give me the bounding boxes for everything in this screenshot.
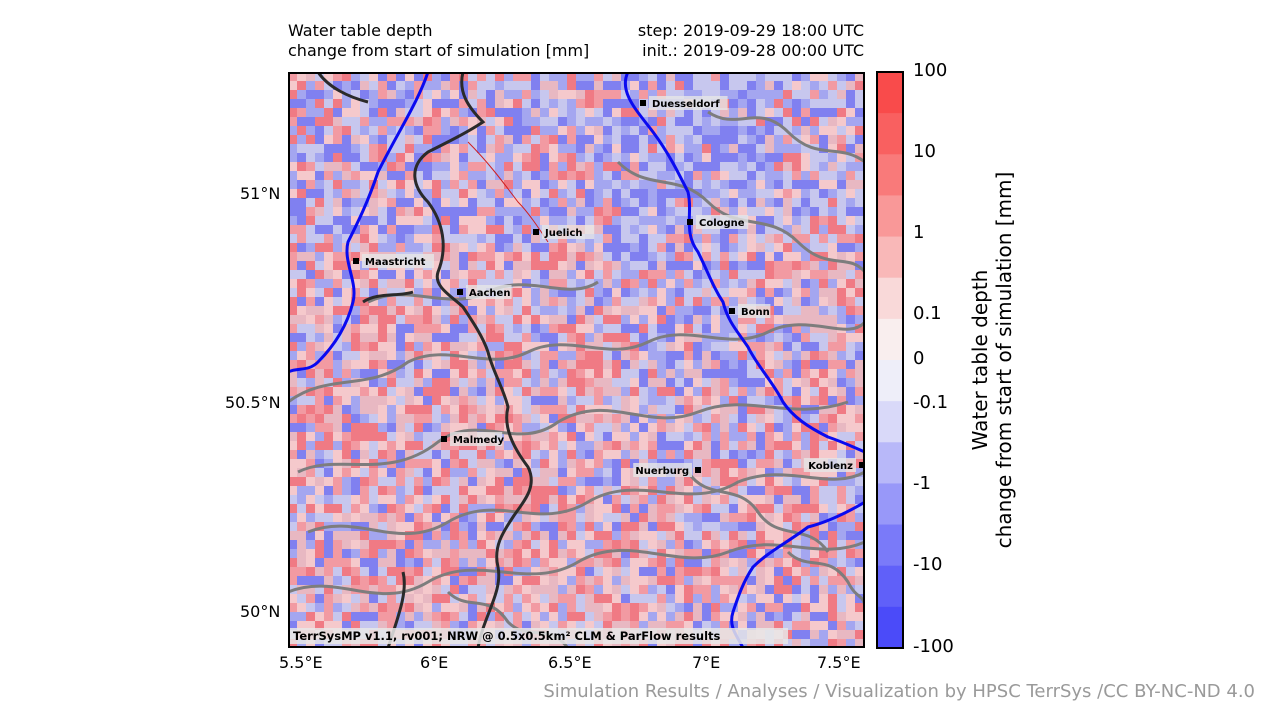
city-aachen: Aachen: [457, 285, 512, 299]
city-nuerburg: Nuerburg: [633, 463, 701, 477]
city-malmedy: Malmedy: [441, 432, 504, 446]
lon-tick-6: 6°E: [420, 653, 449, 672]
colorbar-block: [877, 360, 903, 402]
city-marker: [695, 467, 701, 473]
lon-tick-7-5: 7.5°E: [817, 653, 861, 672]
city-juelich: Juelich: [533, 225, 595, 239]
lon-tick-5-5: 5.5°E: [279, 653, 323, 672]
city-label: Cologne: [699, 218, 745, 229]
city-label: Aachen: [469, 288, 510, 299]
city-markers: Duesseldorf Cologne Juelich Maastricht Aache…: [353, 96, 865, 477]
map-frame: [288, 72, 865, 648]
map-title: Water table depth change from start of s…: [288, 21, 589, 61]
cb-label-neg-10: -10: [913, 554, 943, 575]
credit-background: [290, 628, 788, 644]
city-marker: [640, 100, 646, 106]
city-marker: [859, 462, 865, 468]
city-bonn: Bonn: [729, 304, 771, 318]
city-marker: [457, 289, 463, 295]
cb-label-neg-100: -100: [913, 636, 954, 657]
step-time: step: 2019-09-29 18:00 UTC: [637, 21, 864, 40]
lat-tick-50-5: 50.5°N: [225, 393, 281, 412]
water-table-map: Duesseldorf Cologne Juelich Maastricht Aache…: [288, 72, 865, 648]
city-label: Juelich: [544, 228, 583, 239]
lon-tick-7: 7°E: [692, 653, 721, 672]
colorbar-block: [877, 483, 903, 526]
cb-axis-line-2: change from start of simulation [mm]: [992, 171, 1016, 549]
city-marker: [533, 229, 539, 235]
rivers: [288, 72, 865, 648]
colorbar-block: [877, 236, 903, 279]
lat-tick-51: 51°N: [240, 184, 281, 203]
colorbar-block: [877, 401, 903, 443]
colorbar-frame: [876, 71, 904, 649]
colorbar: [876, 71, 904, 649]
colorbar-block: [877, 565, 903, 608]
admin-line: [467, 141, 549, 243]
colorbar-block: [877, 154, 903, 196]
city-marker: [687, 219, 693, 225]
lon-tick-6-5: 6.5°E: [548, 653, 592, 672]
terrain-contours: [288, 110, 865, 648]
city-koblenz: Koblenz: [803, 458, 865, 472]
city-marker: [729, 308, 735, 314]
city-marker: [441, 436, 447, 442]
cb-label-10: 10: [913, 141, 936, 162]
lat-tick-50: 50°N: [240, 602, 281, 621]
colorbar-block: [877, 72, 903, 114]
footer-credit: Simulation Results / Analyses / Visualiz…: [543, 681, 1255, 702]
city-label: Nuerburg: [635, 466, 689, 477]
colorbar-block: [877, 524, 903, 567]
city-duesseldorf: Duesseldorf: [640, 96, 728, 110]
city-label: Maastricht: [365, 257, 426, 268]
city-label: Malmedy: [453, 435, 504, 446]
title-line-1: Water table depth: [288, 21, 433, 40]
title-line-2: change from start of simulation [mm]: [288, 41, 590, 60]
city-label: Duesseldorf: [652, 99, 720, 110]
cb-label-0: 0: [913, 348, 925, 369]
colorbar-block: [877, 606, 903, 649]
cb-label-0-1: 0.1: [913, 303, 942, 324]
colorbar-block: [877, 442, 903, 484]
colorbar-block: [877, 113, 903, 155]
cb-axis-line-1: Water table depth: [968, 269, 992, 451]
city-marker: [353, 258, 359, 264]
model-credit: TerrSysMP v1.1, rv001; NRW @ 0.5x0.5km² …: [293, 629, 721, 643]
city-cologne: Cologne: [687, 215, 749, 229]
colorbar-axis-label: Water table depth change from start of s…: [968, 150, 1016, 570]
cb-label-neg-0-1: -0.1: [913, 392, 949, 413]
city-maastricht: Maastricht: [353, 254, 434, 268]
cb-label-100: 100: [913, 60, 948, 81]
cb-label-1: 1: [913, 222, 925, 243]
time-info: step: 2019-09-29 18:00 UTC init.: 2019-0…: [638, 21, 864, 61]
colorbar-block: [877, 318, 903, 361]
city-label: Koblenz: [808, 461, 853, 472]
city-label: Bonn: [741, 307, 770, 318]
colorbar-block: [877, 195, 903, 238]
init-time: init.: 2019-09-28 00:00 UTC: [642, 41, 864, 60]
cb-label-neg-1: -1: [913, 473, 931, 494]
colorbar-block: [877, 277, 903, 320]
